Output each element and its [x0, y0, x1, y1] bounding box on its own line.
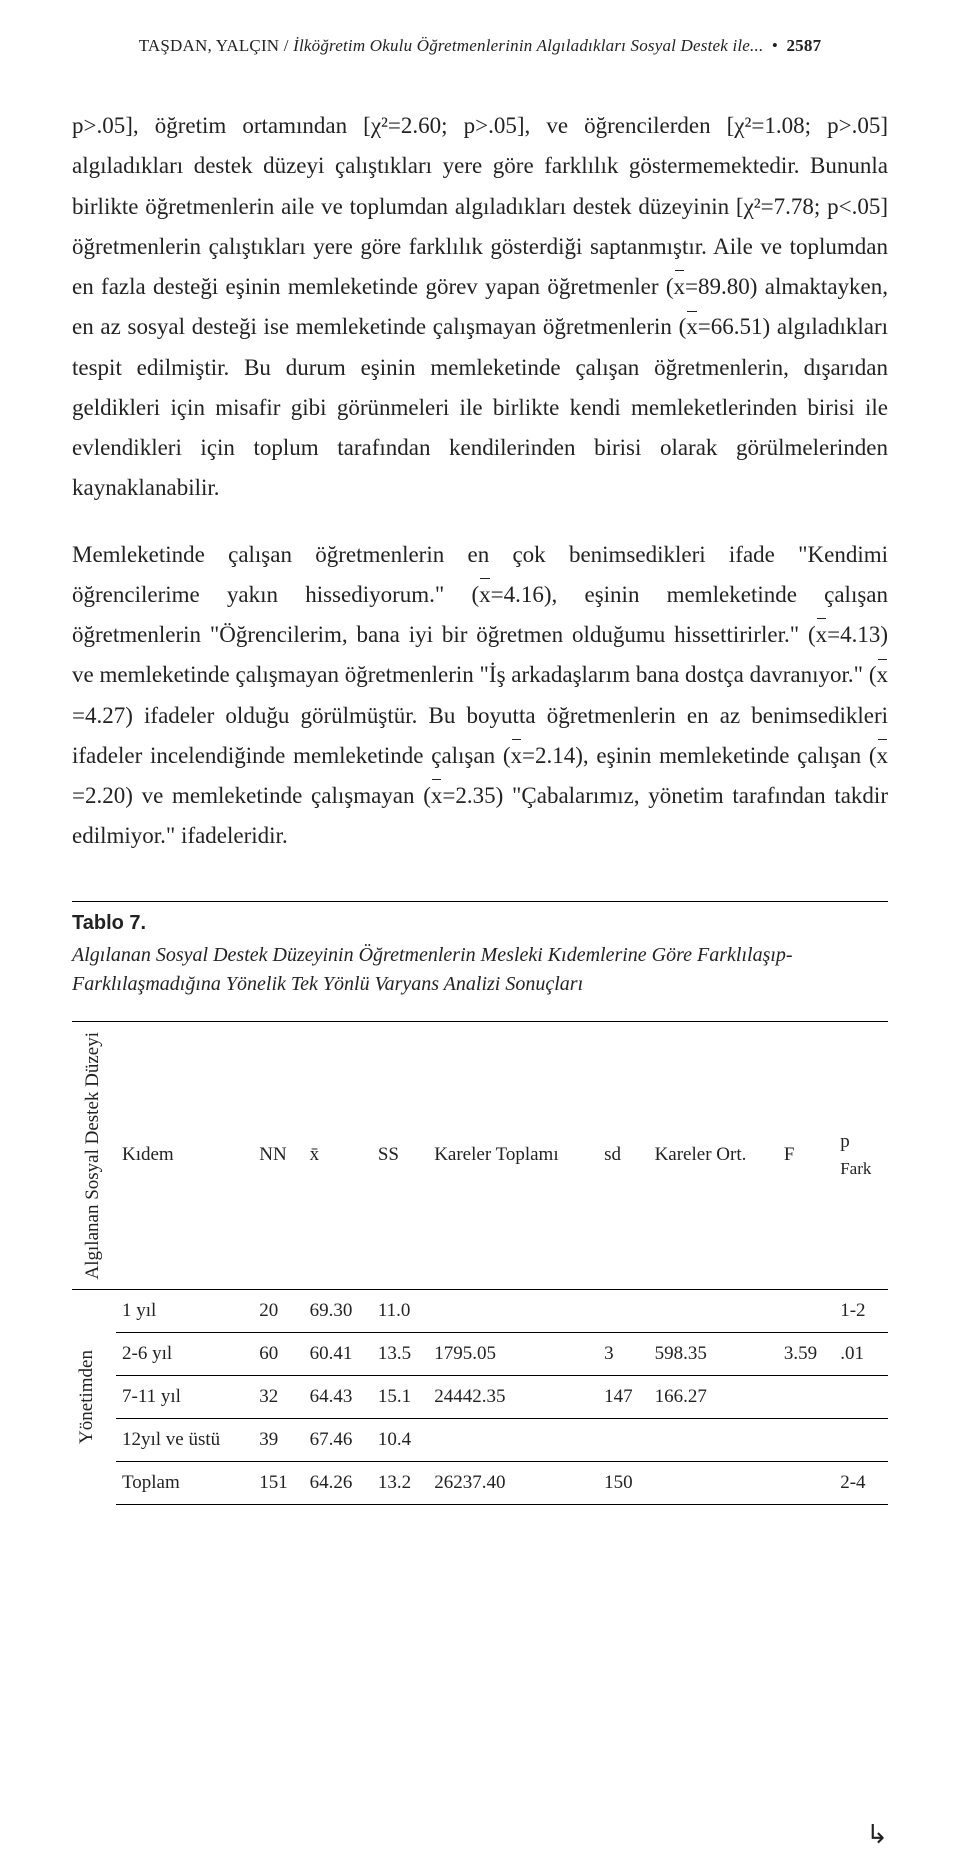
xbar-symbol: x — [877, 655, 889, 695]
table-row: 12yıl ve üstü 39 67.46 10.4 — [72, 1418, 888, 1461]
cell-ko: 598.35 — [649, 1332, 778, 1375]
cell-p — [834, 1418, 888, 1461]
cell-ko — [649, 1461, 778, 1504]
running-header: TAŞDAN, YALÇIN / İlköğretim Okulu Öğretm… — [72, 36, 888, 56]
cell-kt — [428, 1418, 598, 1461]
col-p-label: p — [840, 1131, 850, 1152]
cell-ko — [649, 1289, 778, 1332]
vertical-header-1-text: Algılanan Sosyal Destek Düzeyi — [78, 1032, 110, 1279]
cell-xbar: 64.26 — [304, 1461, 372, 1504]
cell-xbar: 64.43 — [304, 1375, 372, 1418]
table-caption: Algılanan Sosyal Destek Düzeyinin Öğretm… — [72, 941, 888, 999]
cell-sd: 150 — [598, 1461, 648, 1504]
cell-ss: 15.1 — [372, 1375, 428, 1418]
body-text: p>.05], öğretim ortamından [χ²=2.60; p>.… — [72, 106, 888, 857]
cell-kt: 26237.40 — [428, 1461, 598, 1504]
cell-xbar: 67.46 — [304, 1418, 372, 1461]
cell-ko — [649, 1418, 778, 1461]
cell-nn: 20 — [253, 1289, 303, 1332]
cell-xbar: 69.30 — [304, 1289, 372, 1332]
vertical-header-2-text: Yönetimden — [72, 1350, 104, 1444]
col-kareler-toplami: Kareler Toplamı — [428, 1021, 598, 1289]
p1-text: =66.51) algıladıkları tespit edilmiştir.… — [72, 314, 888, 500]
cell-f — [778, 1289, 834, 1332]
cell-nn: 39 — [253, 1418, 303, 1461]
cell-kt: 24442.35 — [428, 1375, 598, 1418]
cell-sd — [598, 1418, 648, 1461]
xbar-symbol: x — [816, 615, 828, 655]
cell-f — [778, 1418, 834, 1461]
cell-fark: 1-2 — [834, 1289, 888, 1332]
cell-kt: 1795.05 — [428, 1332, 598, 1375]
cell-nn: 151 — [253, 1461, 303, 1504]
xbar-symbol: x — [479, 575, 491, 615]
cell-ss: 10.4 — [372, 1418, 428, 1461]
xbar-symbol: x — [877, 736, 889, 776]
cell-nn: 60 — [253, 1332, 303, 1375]
anova-table: Algılanan Sosyal Destek Düzeyi Kıdem NN … — [72, 1021, 888, 1505]
col-sd: sd — [598, 1021, 648, 1289]
table-header-row: Algılanan Sosyal Destek Düzeyi Kıdem NN … — [72, 1021, 888, 1289]
header-title-fragment: İlköğretim Okulu Öğretmenlerinin Algılad… — [293, 36, 763, 55]
cell-kt — [428, 1289, 598, 1332]
cell-p — [834, 1375, 888, 1418]
table-row: Yönetimden 1 yıl 20 69.30 11.0 1-2 — [72, 1289, 888, 1332]
table-row: 7-11 yıl 32 64.43 15.1 24442.35 147 166.… — [72, 1375, 888, 1418]
corner-mark: ↳ — [866, 1820, 888, 1850]
xbar-symbol: x — [686, 307, 698, 347]
table-label: Tablo 7. — [72, 912, 888, 935]
cell-p: .01 — [834, 1332, 888, 1375]
table-row: 2-6 yıl 60 60.41 13.5 1795.05 3 598.35 3… — [72, 1332, 888, 1375]
cell-sd: 147 — [598, 1375, 648, 1418]
vertical-header-1: Algılanan Sosyal Destek Düzeyi — [72, 1021, 116, 1289]
col-kareler-ort: Kareler Ort. — [649, 1021, 778, 1289]
col-kidem: Kıdem — [116, 1021, 253, 1289]
xbar-symbol: x — [431, 776, 443, 816]
p2-text: =2.14), eşinin memleketinde çalışan ( — [522, 743, 876, 768]
p2-text: =2.20) ve memleketinde çalışmayan ( — [72, 783, 431, 808]
col-fark-label: Fark — [840, 1159, 882, 1179]
cell-f — [778, 1375, 834, 1418]
col-p: p Fark — [834, 1021, 888, 1289]
cell-nn: 32 — [253, 1375, 303, 1418]
header-separator: / — [279, 36, 293, 55]
header-page-number: 2587 — [786, 36, 821, 55]
cell-sd: 3 — [598, 1332, 648, 1375]
cell-f — [778, 1461, 834, 1504]
cell-ss: 11.0 — [372, 1289, 428, 1332]
col-xbar: x̄ — [304, 1021, 372, 1289]
xbar-symbol: x — [674, 267, 686, 307]
table-row: Toplam 151 64.26 13.2 26237.40 150 2-4 — [72, 1461, 888, 1504]
table-block: Tablo 7. Algılanan Sosyal Destek Düzeyin… — [72, 901, 888, 1505]
header-bullet: • — [772, 36, 778, 55]
cell-ss: 13.2 — [372, 1461, 428, 1504]
cell-ss: 13.5 — [372, 1332, 428, 1375]
col-ss: SS — [372, 1021, 428, 1289]
paragraph-1: p>.05], öğretim ortamından [χ²=2.60; p>.… — [72, 106, 888, 509]
cell-kidem: 1 yıl — [116, 1289, 253, 1332]
cell-xbar: 60.41 — [304, 1332, 372, 1375]
paragraph-2: Memleketinde çalışan öğretmenlerin en ço… — [72, 535, 888, 857]
col-nn: NN — [253, 1021, 303, 1289]
header-authors: TAŞDAN, YALÇIN — [139, 36, 280, 55]
xbar-symbol: x — [511, 736, 523, 776]
cell-kidem: 12yıl ve üstü — [116, 1418, 253, 1461]
cell-kidem: 7-11 yıl — [116, 1375, 253, 1418]
cell-ko: 166.27 — [649, 1375, 778, 1418]
cell-sd — [598, 1289, 648, 1332]
p1-text: p>.05], öğretim ortamından [χ²=2.60; p>.… — [72, 113, 888, 299]
cell-fark: 2-4 — [834, 1461, 888, 1504]
cell-kidem: Toplam — [116, 1461, 253, 1504]
vertical-header-2: Yönetimden — [72, 1289, 116, 1504]
cell-kidem: 2-6 yıl — [116, 1332, 253, 1375]
col-f: F — [778, 1021, 834, 1289]
page: TAŞDAN, YALÇIN / İlköğretim Okulu Öğretm… — [0, 0, 960, 1868]
cell-f: 3.59 — [778, 1332, 834, 1375]
